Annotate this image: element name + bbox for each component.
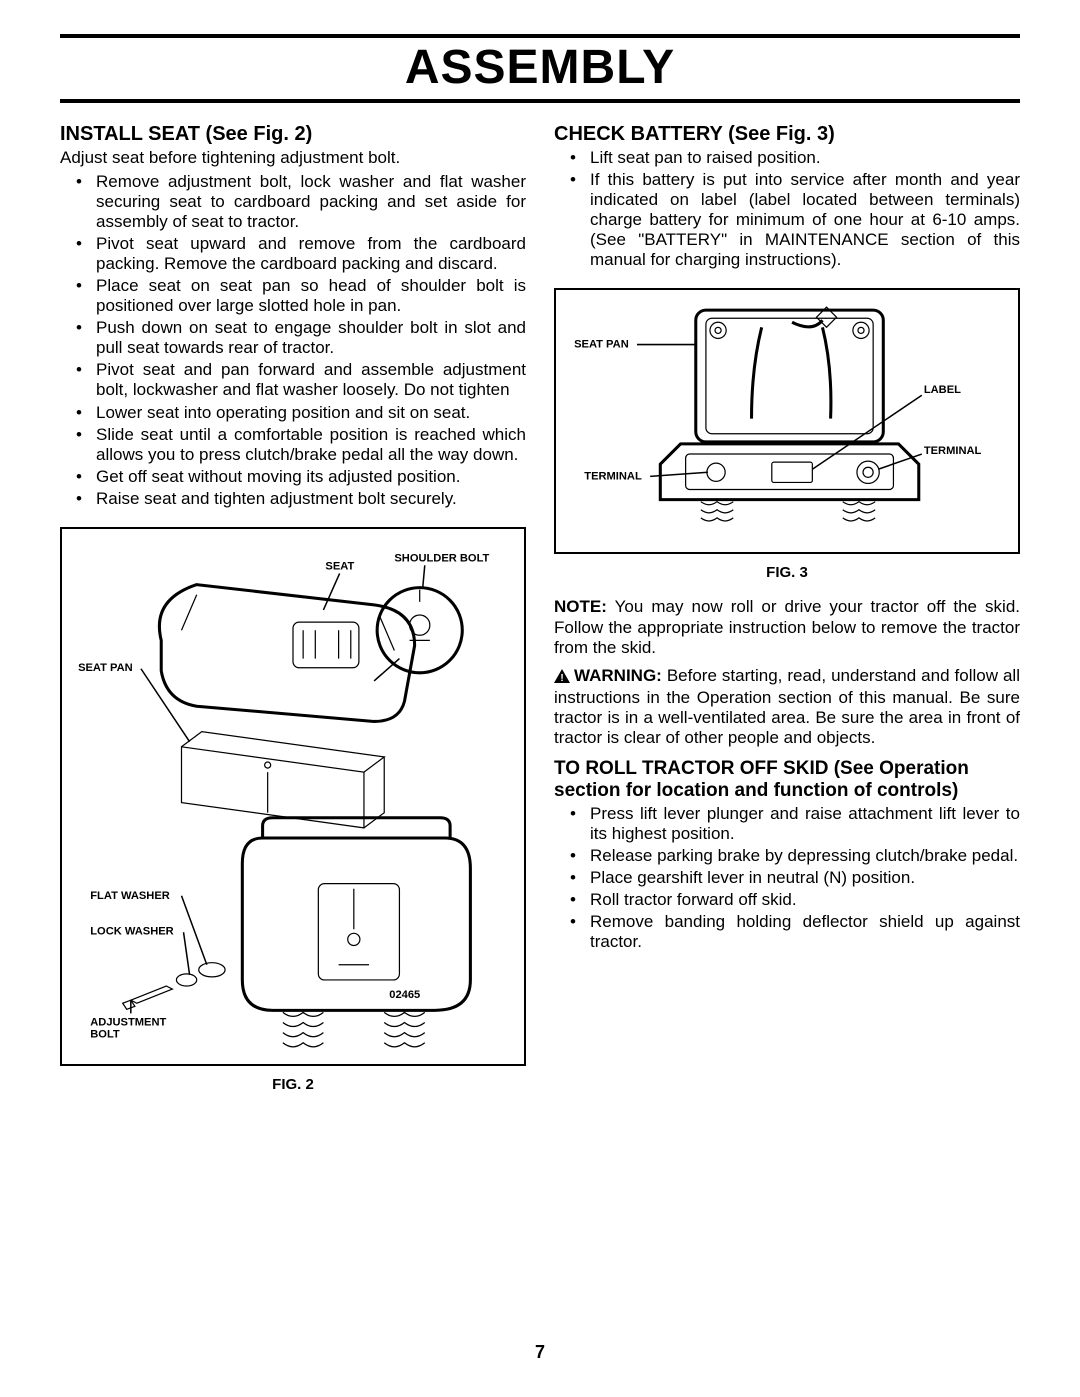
figure-2-caption: FIG. 2 [60,1076,526,1093]
list-item: Slide seat until a comfortable position … [96,425,526,465]
warning-bold: WARNING: [574,666,662,685]
svg-text:!: ! [560,673,563,683]
label-lock-washer: LOCK WASHER [90,925,173,937]
top-rule [60,34,1020,38]
page-title: ASSEMBLY [60,40,1020,95]
title-rule [60,99,1020,103]
list-item: Lift seat pan to raised position. [590,148,1020,168]
roll-tractor-bullets: Press lift lever plunger and raise attac… [554,804,1020,952]
note-text: You may now roll or drive your tractor o… [554,597,1020,656]
label-label: LABEL [924,385,961,397]
list-item: Lower seat into operating position and s… [96,403,526,423]
list-item: Roll tractor forward off skid. [590,890,1020,910]
list-item: Remove adjustment bolt, lock washer and … [96,172,526,232]
label-terminal-l: TERMINAL [584,471,642,483]
page-number: 7 [0,1342,1080,1363]
list-item: Release parking brake by depressing clut… [590,846,1020,866]
figure-2-svg: 02465 SEAT SHOULDER BOLT SEAT PAN [70,539,516,1056]
list-item: Raise seat and tighten adjustment bolt s… [96,489,526,509]
list-item: Push down on seat to engage shoulder bol… [96,318,526,358]
note-bold: NOTE: [554,597,607,616]
list-item: Press lift lever plunger and raise attac… [590,804,1020,844]
label-adjustment-bolt: ADJUSTMENTBOLT [90,1016,166,1040]
part-number: 02465 [389,989,420,1001]
list-item: Place gearshift lever in neutral (N) pos… [590,868,1020,888]
check-battery-bullets: Lift seat pan to raised position. If thi… [554,148,1020,270]
install-seat-lead: Adjust seat before tightening adjustment… [60,148,526,168]
figure-3-svg: SEAT PAN LABEL TERMINAL TERMINAL [564,302,1010,540]
install-seat-bullets: Remove adjustment bolt, lock washer and … [60,172,526,509]
list-item: Pivot seat and pan forward and assemble … [96,360,526,400]
label-seat: SEAT [325,560,354,572]
list-item: If this battery is put into service afte… [590,170,1020,270]
left-column: INSTALL SEAT (See Fig. 2) Adjust seat be… [60,123,526,1093]
warning-paragraph: ! WARNING: Before starting, read, unders… [554,666,1020,748]
warning-icon: ! [554,668,570,688]
columns: INSTALL SEAT (See Fig. 2) Adjust seat be… [60,123,1020,1093]
list-item: Remove banding holding deflector shield … [590,912,1020,952]
list-item: Get off seat without moving its adjusted… [96,467,526,487]
install-seat-heading: INSTALL SEAT (See Fig. 2) [60,123,526,146]
roll-tractor-heading: TO ROLL TRACTOR OFF SKID (See Operation … [554,758,1020,802]
list-item: Pivot seat upward and remove from the ca… [96,234,526,274]
figure-3-box: SEAT PAN LABEL TERMINAL TERMINAL [554,288,1020,554]
check-battery-heading: CHECK BATTERY (See Fig. 3) [554,123,1020,146]
list-item: Place seat on seat pan so head of should… [96,276,526,316]
label-shoulder-bolt: SHOULDER BOLT [394,552,489,564]
right-column: CHECK BATTERY (See Fig. 3) Lift seat pan… [554,123,1020,1093]
page: ASSEMBLY INSTALL SEAT (See Fig. 2) Adjus… [0,0,1080,1397]
label-flat-washer: FLAT WASHER [90,890,170,902]
label-seat-pan-3: SEAT PAN [574,339,629,351]
note-paragraph: NOTE: You may now roll or drive your tra… [554,597,1020,657]
label-seat-pan: SEAT PAN [78,662,133,674]
label-terminal-r: TERMINAL [924,445,982,457]
figure-2-box: 02465 SEAT SHOULDER BOLT SEAT PAN [60,527,526,1066]
figure-3-caption: FIG. 3 [554,564,1020,581]
